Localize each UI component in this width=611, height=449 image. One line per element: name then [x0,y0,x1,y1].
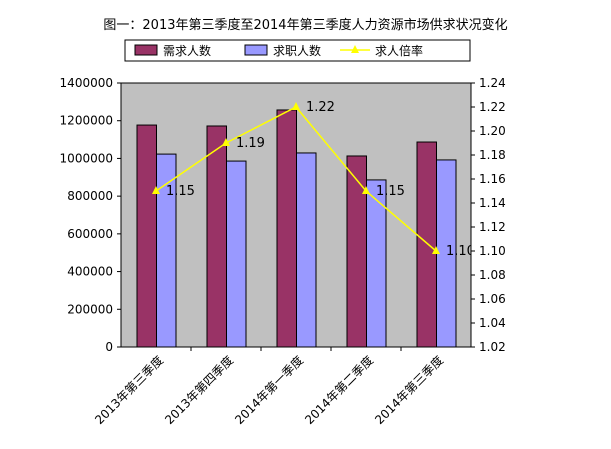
left-tick-label: 1000000 [60,151,113,165]
legend-label: 求人倍率 [375,43,423,58]
ratio-marker [432,246,440,254]
right-tick-label: 1.24 [479,76,506,90]
bar-demand [206,125,227,348]
x-tick-label: 2013年第三季度 [91,353,166,428]
bar-job-seekers [156,153,177,348]
right-tick-label: 1.08 [479,268,506,282]
x-tick-label: 2013年第四季度 [161,353,236,428]
x-tick-label: 2014年第三季度 [371,353,446,428]
bar-demand [276,109,297,348]
right-tick-label: 1.10 [479,244,506,258]
ratio-data-label: 1.22 [306,100,335,115]
left-tick-label: 400000 [67,265,113,279]
right-tick-label: 1.14 [479,196,506,210]
bar-demand [136,124,157,348]
x-tick-label: 2014年第一季度 [231,353,306,428]
left-tick-label: 1400000 [60,76,113,90]
right-tick-label: 1.12 [479,220,506,234]
ratio-marker [152,186,160,194]
left-tick-label: 1200000 [60,114,113,128]
ratio-data-label: 1.15 [376,184,405,199]
ratio-data-label: 1.15 [166,184,195,199]
bar-job-seekers [366,179,387,348]
left-tick-label: 800000 [67,189,113,203]
right-tick-label: 1.16 [479,172,506,186]
bar-demand [346,155,367,348]
bar-demand [416,141,437,348]
legend-marker [351,45,359,53]
right-tick-label: 1.02 [479,340,506,354]
legend [124,39,471,62]
legend-label: 求职人数 [273,43,321,58]
right-tick-label: 1.22 [479,100,506,114]
left-tick-label: 200000 [67,302,113,316]
ratio-marker [362,186,370,194]
ratio-data-label: 1.10 [446,244,475,259]
ratio-marker [222,138,230,146]
bar-job-seekers [296,152,317,348]
left-tick-label: 0 [105,340,113,354]
right-tick-label: 1.18 [479,148,506,162]
chart-title: 图一：2013年第三季度至2014年第三季度人力资源市场供求状况变化 [103,18,508,33]
right-tick-label: 1.04 [479,316,506,330]
left-tick-label: 600000 [67,227,113,241]
bar-job-seekers [226,160,247,348]
right-tick-label: 1.06 [479,292,506,306]
ratio-data-label: 1.19 [236,136,265,151]
x-tick-label: 2014年第二季度 [301,353,376,428]
legend-swatch [244,44,268,56]
ratio-marker [292,102,300,110]
legend-swatch [134,44,158,56]
legend-label: 需求人数 [163,43,211,58]
right-tick-label: 1.20 [479,124,506,138]
